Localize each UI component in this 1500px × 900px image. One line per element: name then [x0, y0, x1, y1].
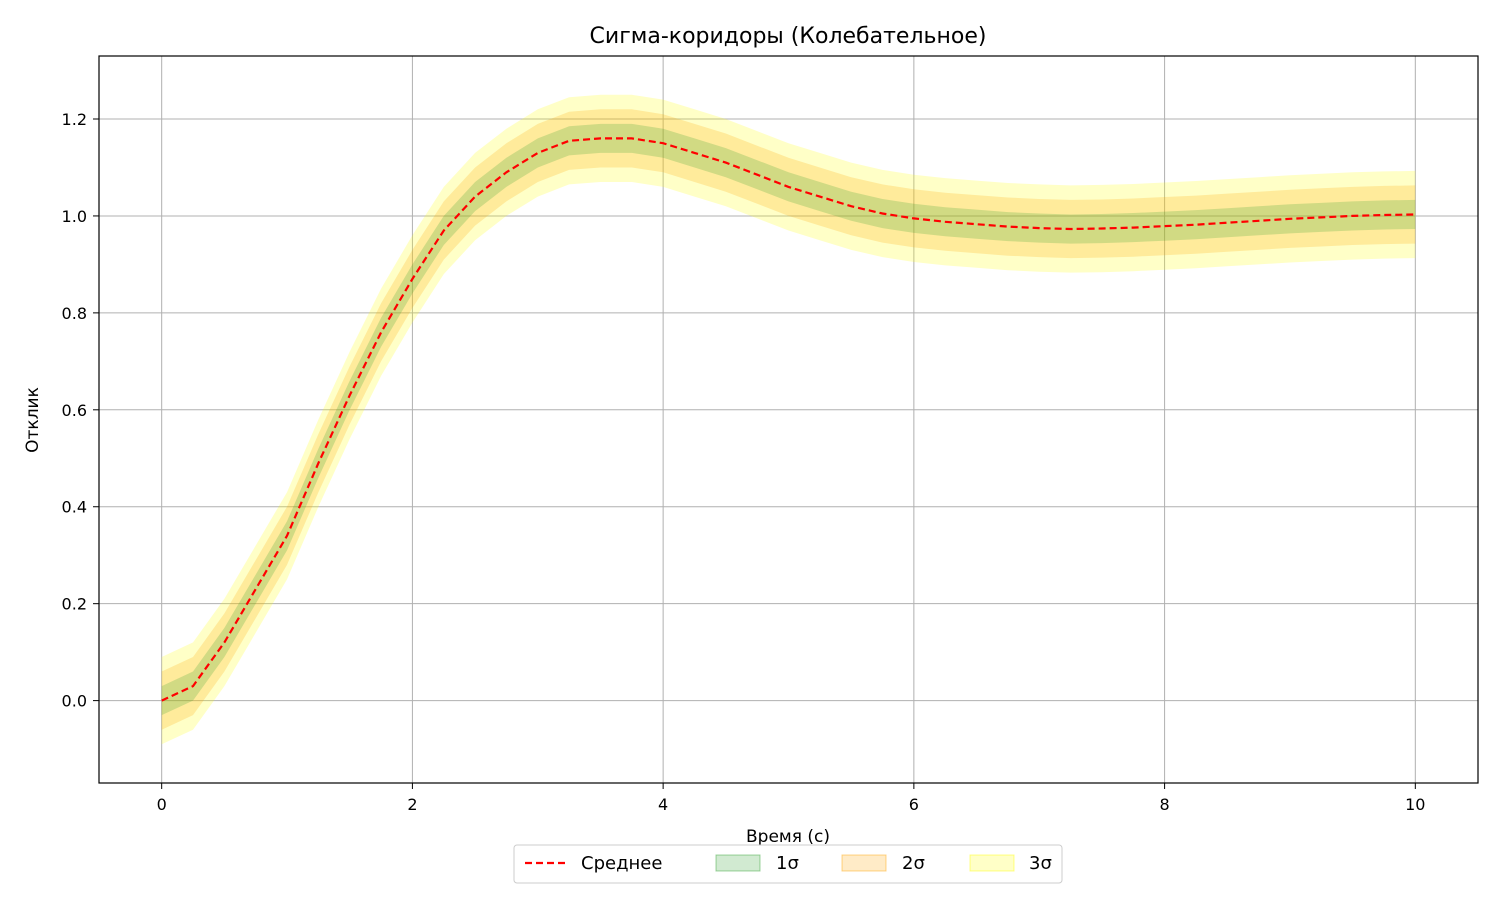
chart-title: Сигма-коридоры (Колебательное): [590, 24, 987, 49]
x-tick-label: 10: [1405, 795, 1425, 814]
legend-label: 1σ: [776, 853, 799, 874]
legend-label: 3σ: [1029, 853, 1052, 874]
band-3sigma: [161, 94, 1416, 745]
legend-swatch-band: [715, 854, 761, 872]
mean-line: [161, 137, 1416, 702]
y-tick-label: 1.2: [62, 110, 87, 129]
x-tick-label: 8: [1159, 795, 1169, 814]
y-tick-label: 0.2: [62, 595, 87, 614]
legend-frame: [513, 844, 1063, 884]
y-axis-title: Отклик: [23, 387, 43, 453]
x-tick-label: 0: [157, 795, 167, 814]
legend-label: 2σ: [902, 853, 925, 874]
ticks: 0 2 4 6 8 10 0.0 0.2 0.4 0.6 0.8 1.0 1.2: [62, 110, 1426, 814]
legend: Среднее 1σ 2σ 3σ: [513, 844, 1063, 884]
legend-swatch-band: [841, 854, 887, 872]
y-tick-label: 0.0: [62, 692, 87, 711]
x-axis-title: Время (с): [746, 827, 830, 847]
y-tick-label: 0.4: [62, 498, 87, 517]
y-tick-label: 0.8: [62, 304, 87, 323]
mean-line-layer: [161, 137, 1416, 702]
plot-frame: [98, 55, 1479, 784]
sigma-bands: [161, 94, 1416, 745]
x-tick-label: 2: [407, 795, 417, 814]
legend-label: Среднее: [581, 853, 662, 874]
y-tick-label: 0.6: [62, 401, 87, 420]
x-tick-label: 6: [909, 795, 919, 814]
x-tick-label: 4: [658, 795, 668, 814]
grid: [99, 56, 1478, 783]
legend-swatch-band: [969, 854, 1015, 872]
y-tick-label: 1.0: [62, 207, 87, 226]
